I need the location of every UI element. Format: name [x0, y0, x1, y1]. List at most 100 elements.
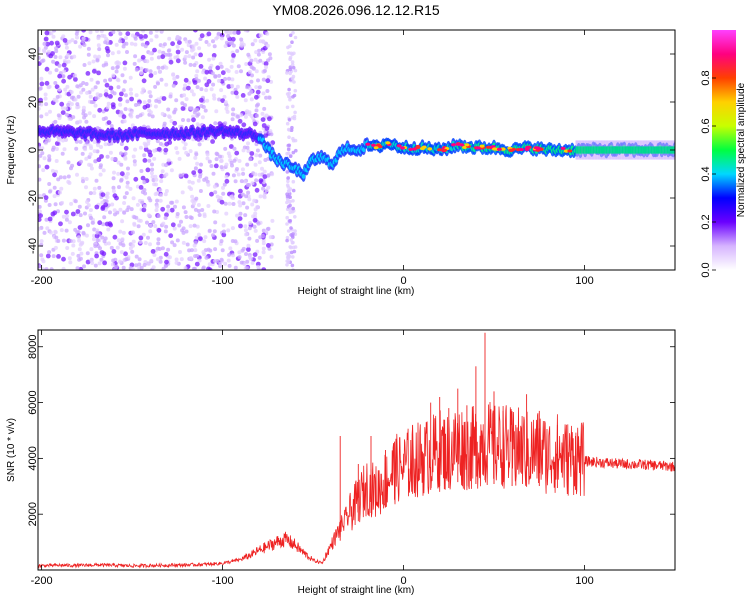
spectrogram-noise-cell — [229, 194, 234, 199]
spectrogram-tail-core — [650, 146, 653, 154]
spectrogram-noise-cell — [61, 34, 66, 39]
spectrogram-noise-cell — [231, 202, 236, 206]
spectrogram-noise-cell — [199, 33, 205, 39]
spectrogram-noise-cell — [121, 230, 126, 235]
spectrogram-noise-cell — [223, 146, 228, 151]
spectrogram-noise-cell — [164, 82, 169, 87]
spectrogram-noise-cell — [202, 212, 207, 217]
spectrogram-noise-cell — [63, 87, 68, 92]
spectrogram-streak-cell — [288, 219, 293, 223]
spectrogram-noise-cell — [239, 69, 243, 74]
spectrogram-noise-cell — [212, 229, 217, 234]
spectrogram-noise-cell — [44, 267, 49, 270]
spectrogram-noise-cell — [59, 101, 65, 107]
spectrogram-noise-cell — [98, 172, 103, 177]
spectrogram-tail-core — [663, 146, 666, 154]
spectrogram-noise-cell — [133, 36, 138, 41]
spectrogram-streak-cell — [293, 35, 298, 40]
spectrogram-noise-cell — [227, 76, 231, 81]
spectrogram-noise-cell — [175, 238, 180, 243]
spectrogram-noise-cell — [205, 156, 210, 161]
spectrogram-y-ticks: -40 -20 0 20 40 — [27, 48, 675, 254]
spectrogram-tail-core — [595, 146, 598, 154]
spectrogram-streak-cell — [286, 229, 291, 233]
spectrogram-noise-cell — [122, 195, 127, 200]
spectrogram-noise-cell — [255, 89, 261, 95]
spectrogram-noise-cell — [264, 188, 269, 193]
spectrogram-noise-cell — [196, 203, 201, 207]
spectrogram-noise-cell — [111, 249, 117, 254]
spectrogram-noise-cell — [152, 156, 157, 161]
spectrogram-noise-cell — [215, 194, 220, 199]
spectrogram-noise-cell — [237, 250, 242, 255]
spectrogram-noise-cell — [163, 147, 169, 153]
spectrogram-noise-cell — [47, 203, 52, 207]
spectrogram-noise-cell — [67, 74, 72, 80]
spectrogram-noise-cell — [44, 112, 49, 117]
spectrogram-noise-cell — [261, 234, 265, 238]
spectrogram-noise-cell — [111, 73, 116, 78]
spectrogram-noise-cell — [52, 185, 57, 190]
spectrogram-streak-cell — [286, 127, 291, 132]
spectrogram-noise-cell — [153, 71, 158, 75]
spectrogram-noise-cell — [140, 54, 146, 60]
spectrogram-peak — [518, 147, 524, 152]
spectrogram-noise-cell — [123, 107, 128, 112]
spectrogram-noise-cell — [196, 209, 201, 213]
spectrogram-noise-cell — [44, 164, 50, 170]
spectrogram-noise-cell — [236, 64, 241, 69]
spectrogram-noise-cell — [140, 42, 145, 47]
spectrogram-noise-cell — [84, 82, 89, 86]
spectrogram-tail-core — [666, 146, 669, 154]
spectrogram-noise-cell — [270, 218, 275, 223]
spectrogram-noise-cell — [196, 78, 201, 83]
spectrogram-noise-cell — [43, 195, 49, 201]
spectrogram-noise-cell — [92, 149, 97, 154]
spectrogram-streak-cell — [288, 97, 292, 102]
spectrogram-peak — [475, 146, 481, 150]
spectrogram-noise-cell — [84, 119, 89, 124]
spectrogram-noise-cell — [198, 37, 203, 41]
spectrogram-noise-cell — [238, 188, 243, 194]
spectrogram-noise-cell — [133, 147, 138, 152]
spectrogram-tail-core — [607, 146, 609, 154]
spectrogram-noise-cell — [147, 149, 153, 155]
spectrogram-noise-cell — [169, 168, 174, 173]
spectrogram-noise-cell — [254, 85, 259, 90]
spectrogram-noise-cell — [125, 208, 130, 213]
spectrogram-streak-cell — [287, 135, 291, 139]
spectrogram-peak — [371, 143, 376, 147]
spectrogram-noise-cell — [215, 65, 221, 71]
spectrogram-noise-cell — [52, 172, 57, 178]
spectrogram-noise-cell — [224, 30, 229, 34]
spectrogram-streak-cell — [289, 245, 293, 250]
spectrogram-noise-cell — [130, 249, 135, 254]
spectrogram-streak-cell — [286, 179, 290, 184]
spectrogram-noise-cell — [226, 228, 231, 233]
spectrogram-noise-cell — [192, 243, 197, 248]
spectrogram-noise-cell — [92, 140, 97, 144]
spectrogram-streak-cell — [289, 226, 293, 230]
snr-series-line — [38, 401, 675, 569]
colorbar-gradient — [712, 30, 736, 270]
spectrogram-noise-cell — [254, 94, 259, 100]
spectrogram-noise-cell — [54, 40, 60, 46]
spectrogram-tail-core — [600, 146, 602, 154]
spectrogram-noise-cell — [153, 224, 158, 228]
spectrogram-noise-cell — [184, 39, 189, 44]
spectrogram-noise-cell — [94, 253, 99, 259]
spectrogram-noise-cell — [47, 250, 52, 255]
spectrogram-noise-cell — [43, 141, 48, 146]
spectrogram-noise-cell — [158, 188, 163, 193]
spectrogram-noise-cell — [246, 190, 251, 195]
spectrogram-noise-cell — [224, 174, 229, 179]
snr-x-ticks: -200 -100 0 100 — [31, 330, 594, 587]
spectrogram-noise-cell — [211, 53, 217, 58]
spectrogram-noise-cell — [123, 156, 128, 161]
spectrogram-streak-cell — [287, 143, 292, 148]
spectrogram-noise-cell — [86, 223, 90, 228]
spectrogram-noise-cell — [123, 93, 128, 98]
spectrogram-noise-cell — [156, 55, 161, 60]
spectrogram-streak-cell — [288, 199, 292, 204]
spectrogram-noise-cell — [62, 38, 68, 43]
